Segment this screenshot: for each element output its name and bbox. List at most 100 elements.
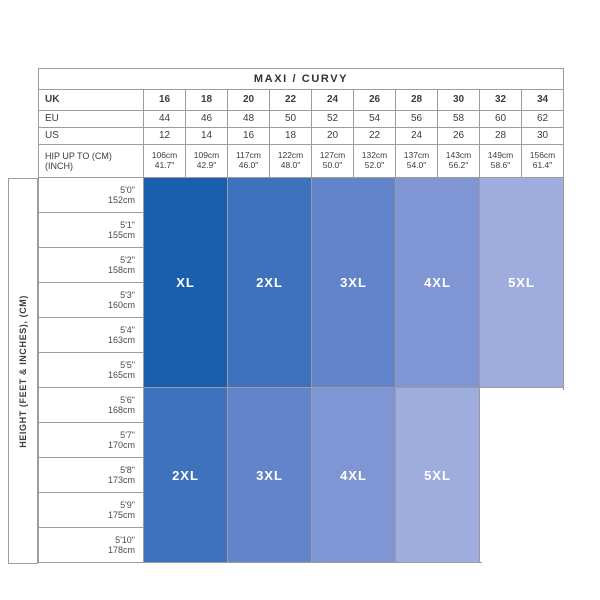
- height-cm: 163cm: [107, 335, 135, 345]
- uk-size-cell: 24: [312, 90, 353, 110]
- empty-cell: [480, 388, 563, 562]
- hip-cell: 137cm 54.0": [396, 145, 437, 177]
- hip-inch: 42.9": [196, 160, 217, 170]
- height-label-cell: 5'4" 163cm: [39, 318, 143, 352]
- hip-cm: 156cm: [529, 150, 556, 161]
- hip-cm: 143cm: [445, 150, 472, 161]
- hip-inch: 48.0": [280, 160, 301, 170]
- height-axis-label-box: HEIGHT (FEET & INCHES), (CM): [8, 178, 38, 564]
- uk-size-cell: 20: [228, 90, 269, 110]
- eu-size-cell: 50: [270, 111, 311, 127]
- hip-cell: 149cm 58.6": [480, 145, 521, 177]
- eu-size-cell: 54: [354, 111, 395, 127]
- uk-size-cell: 28: [396, 90, 437, 110]
- size-block-3xl-top: 3XL: [312, 178, 395, 387]
- hip-cell: 132cm 52.0": [354, 145, 395, 177]
- uk-size-cell: 34: [522, 90, 563, 110]
- height-cm: 178cm: [107, 545, 135, 555]
- hip-cell: 156cm 61.4": [522, 145, 563, 177]
- height-label-cell: 5'0" 152cm: [39, 178, 143, 212]
- size-block-xl-top: XL: [144, 178, 227, 387]
- height-label-cell: 5'5" 165cm: [39, 353, 143, 387]
- eu-size-cell: 56: [396, 111, 437, 127]
- height-cm: 158cm: [107, 265, 135, 275]
- height-label-cell: 5'6" 168cm: [39, 388, 143, 422]
- hip-cell: 106cm 41.7": [144, 145, 185, 177]
- hip-cm: 106cm: [151, 150, 178, 161]
- uk-size-cell: 22: [270, 90, 311, 110]
- height-cm: 175cm: [107, 510, 135, 520]
- hip-cm: 132cm: [361, 150, 388, 161]
- size-block-5xl-bottom: 5XL: [396, 388, 479, 562]
- hip-cm: 127cm: [319, 150, 346, 161]
- eu-size-cell: 60: [480, 111, 521, 127]
- height-cm: 152cm: [107, 195, 135, 205]
- eu-size-cell: 46: [186, 111, 227, 127]
- hip-row-label: HIP UP TO (CM) (INCH): [39, 145, 143, 177]
- size-block-2xl-top: 2XL: [228, 178, 311, 387]
- hip-row-label-line2: (INCH): [45, 161, 73, 171]
- hip-cm: 149cm: [487, 150, 514, 161]
- hip-inch: 50.0": [322, 160, 343, 170]
- size-block-4xl-bottom: 4XL: [312, 388, 395, 562]
- hip-cell: 127cm 50.0": [312, 145, 353, 177]
- uk-size-cell: 18: [186, 90, 227, 110]
- height-ft: 5'3": [120, 289, 135, 300]
- height-ft: 5'6": [120, 394, 135, 405]
- us-size-cell: 24: [396, 128, 437, 144]
- height-ft: 5'0": [120, 184, 135, 195]
- hip-cm: 109cm: [193, 150, 220, 161]
- height-axis-label: HEIGHT (FEET & INCHES), (CM): [18, 294, 28, 448]
- eu-row-label: EU: [39, 111, 143, 127]
- height-label-cell: 5'7" 170cm: [39, 423, 143, 457]
- eu-size-cell: 52: [312, 111, 353, 127]
- height-label-cell: 5'2" 158cm: [39, 248, 143, 282]
- us-size-cell: 26: [438, 128, 479, 144]
- height-ft: 5'8": [120, 464, 135, 475]
- hip-cm: 117cm: [236, 150, 261, 161]
- height-ft: 5'10": [115, 534, 135, 545]
- height-label-cell: 5'10" 178cm: [39, 528, 143, 562]
- height-ft: 5'9": [120, 499, 135, 510]
- hip-inch: 58.6": [490, 160, 511, 170]
- hip-inch: 52.0": [364, 160, 385, 170]
- us-row-label: US: [39, 128, 143, 144]
- size-table: MAXI / CURVY UK 16 18 20 22 24 26 28 30 …: [38, 68, 564, 563]
- height-label-cell: 5'1" 155cm: [39, 213, 143, 247]
- hip-inch: 61.4": [532, 160, 553, 170]
- height-ft: 5'7": [120, 429, 135, 440]
- eu-size-cell: 62: [522, 111, 563, 127]
- hip-inch: 41.7": [154, 160, 175, 170]
- height-ft: 5'2": [120, 254, 135, 265]
- uk-size-cell: 30: [438, 90, 479, 110]
- height-cm: 173cm: [107, 475, 135, 485]
- hip-cm: 137cm: [403, 150, 430, 161]
- size-block-4xl-top: 4XL: [396, 178, 479, 387]
- us-size-cell: 28: [480, 128, 521, 144]
- eu-size-cell: 58: [438, 111, 479, 127]
- us-size-cell: 22: [354, 128, 395, 144]
- height-ft: 5'5": [120, 359, 135, 370]
- uk-size-cell: 16: [144, 90, 185, 110]
- height-ft: 5'4": [120, 324, 135, 335]
- height-cm: 160cm: [107, 300, 135, 310]
- height-cm: 155cm: [107, 230, 135, 240]
- height-ft: 5'1": [120, 219, 135, 230]
- hip-inch: 46.0": [238, 160, 259, 170]
- eu-size-cell: 48: [228, 111, 269, 127]
- size-block-5xl-top: 5XL: [480, 178, 563, 387]
- eu-size-cell: 44: [144, 111, 185, 127]
- height-label-cell: 5'3" 160cm: [39, 283, 143, 317]
- hip-cell: 122cm 48.0": [270, 145, 311, 177]
- uk-size-cell: 26: [354, 90, 395, 110]
- uk-size-cell: 32: [480, 90, 521, 110]
- size-block-3xl-bottom: 3XL: [228, 388, 311, 562]
- us-size-cell: 20: [312, 128, 353, 144]
- us-size-cell: 14: [186, 128, 227, 144]
- table-title: MAXI / CURVY: [39, 69, 563, 89]
- hip-inch: 54.0": [406, 160, 427, 170]
- us-size-cell: 12: [144, 128, 185, 144]
- hip-row-label-line1: HIP UP TO (CM): [45, 150, 112, 161]
- height-cm: 168cm: [107, 405, 135, 415]
